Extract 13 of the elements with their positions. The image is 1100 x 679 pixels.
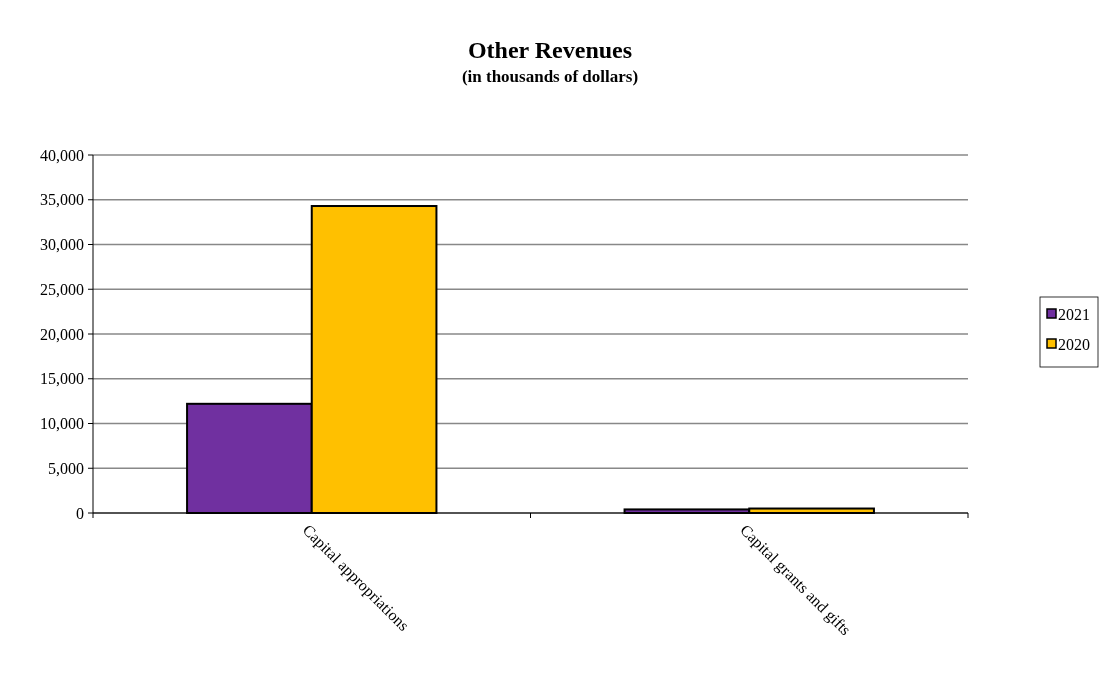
y-tick-label: 30,000 — [40, 236, 84, 254]
chart-subtitle: (in thousands of dollars) — [461, 67, 639, 86]
chart-title: Other Revenues — [467, 37, 633, 63]
y-tick-label: 10,000 — [40, 415, 84, 433]
y-tick-label: 15,000 — [40, 370, 84, 388]
y-tick-label: 5,000 — [48, 459, 84, 477]
y-tick-label: 40,000 — [40, 146, 84, 164]
y-tick-label: 25,000 — [40, 280, 84, 298]
y-tick-label: 20,000 — [40, 325, 84, 343]
legend-label: 2020 — [1058, 335, 1090, 353]
y-tick-label: 35,000 — [40, 191, 84, 209]
legend-label: 2021 — [1058, 305, 1090, 323]
y-tick-label: 0 — [76, 504, 84, 522]
